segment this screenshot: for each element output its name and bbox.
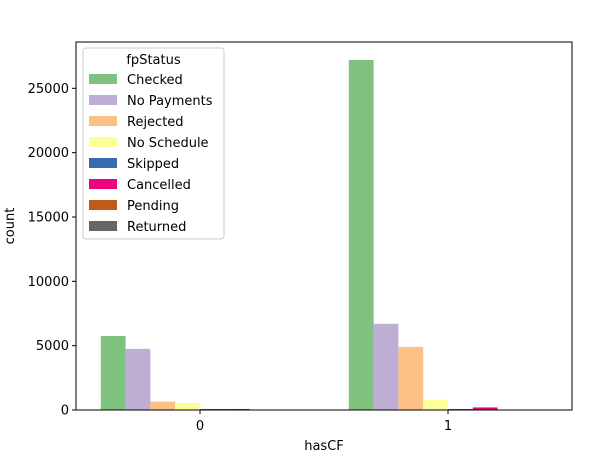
bars-layer [100,60,548,410]
legend-swatch [89,158,117,168]
legend-swatch [89,74,117,84]
y-axis-label: count [3,208,18,245]
plot-frame [75,41,573,411]
bar-checked-1 [348,60,374,410]
x-tick-label: 1 [444,419,452,434]
legend-label: Cancelled [127,178,191,193]
bar-no-schedule-0 [175,402,200,410]
legend-label: Returned [127,220,186,235]
legend-title: fpStatus [126,53,180,68]
legend-swatch [89,137,117,147]
y-tick-label: 5000 [36,339,69,354]
y-tick-label: 25000 [28,82,69,97]
legend-label: No Schedule [127,136,209,151]
legend-swatch [89,95,117,105]
bar-skipped-1 [448,408,473,410]
legend-swatch [89,221,117,231]
bar-no-payments-0 [125,348,151,410]
y-tick-label: 10000 [28,275,69,290]
legend: fpStatus Checked No Payments Rejected No Sch… [82,47,225,240]
bar-rejected-1 [398,346,424,410]
legend-swatch [89,116,117,126]
y-tick-label: 0 [61,404,69,419]
y-tick-label: 20000 [28,146,69,161]
legend-frame [82,47,225,240]
legend-label: Checked [127,73,183,88]
legend-label: Pending [127,199,179,214]
legend-swatch [89,200,117,210]
bar-checked-0 [100,336,126,410]
y-axis: 0 5000 10000 15000 20000 25000 [28,82,76,419]
x-tick-label: 0 [196,419,204,434]
bar-rejected-0 [150,401,176,410]
bar-no-payments-1 [373,323,399,410]
legend-label: No Payments [127,94,213,109]
legend-label: Rejected [127,115,184,130]
x-axis-label: hasCF [304,439,344,454]
bar-cancelled-1 [472,407,498,410]
bar-skipped-0 [200,408,225,410]
legend-label: Skipped [127,157,179,172]
bar-cancelled-0 [224,408,250,410]
bar-no-schedule-1 [423,399,448,410]
y-tick-label: 15000 [28,210,69,225]
legend-swatch [89,179,117,189]
